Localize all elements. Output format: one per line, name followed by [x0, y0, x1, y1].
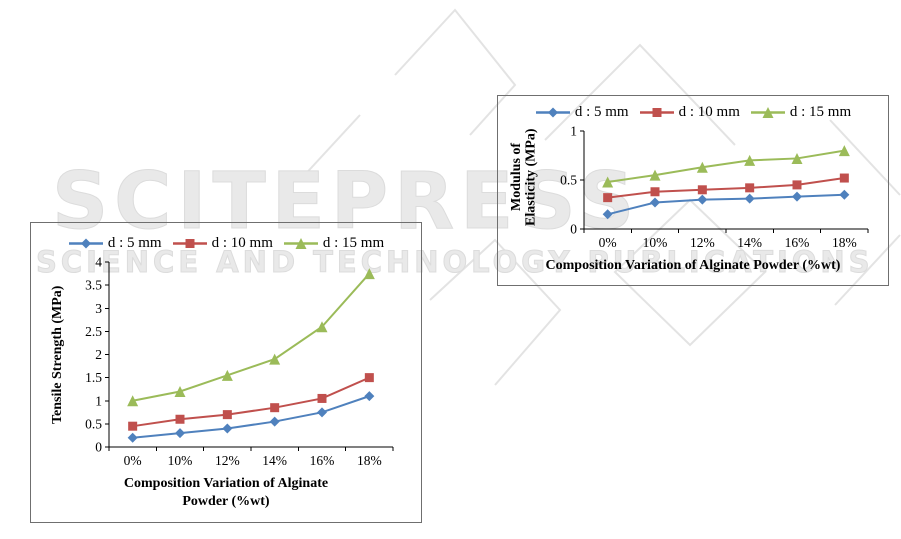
legend-marker — [68, 238, 103, 249]
legend-label: d : 5 mm — [107, 235, 162, 251]
svg-text:12%: 12% — [690, 235, 715, 250]
svg-text:1: 1 — [96, 393, 103, 408]
legend-label: d : 10 mm — [211, 235, 273, 251]
x-axis-title: Composition Variation of Alginate Powder… — [545, 258, 841, 273]
svg-text:0: 0 — [570, 222, 577, 237]
svg-text:2: 2 — [96, 347, 103, 362]
svg-text:16%: 16% — [784, 235, 809, 250]
svg-text:14%: 14% — [263, 453, 288, 468]
svg-text:18%: 18% — [357, 453, 382, 468]
watermark-title: SCITEPRESS — [52, 157, 640, 247]
svg-text:12%: 12% — [215, 453, 240, 468]
plot: 00.510% 10% 12% 14% 16% 18% — [560, 124, 869, 250]
svg-text:0.5: 0.5 — [560, 173, 577, 188]
legend-label: d : 15 mm — [789, 104, 852, 120]
legend-item: d : 5 mm — [68, 235, 162, 252]
legend-label: d : 15 mm — [322, 235, 385, 251]
chart-legend: d : 5 mm d : 10 mm d : 15 mm — [31, 235, 421, 252]
svg-text:16%: 16% — [310, 453, 335, 468]
legend-item: d : 15 mm — [283, 235, 384, 252]
legend-marker — [535, 107, 570, 118]
legend-item: d : 15 mm — [750, 104, 851, 121]
modulus-of-elasticity-chart: d : 5 mm d : 10 mm d : 15 mm Modulus of El… — [497, 95, 889, 286]
legend-marker — [283, 238, 318, 249]
watermark-subtitle: SCIENCE AND TECHNOLOGY PUBLICATIONS — [36, 245, 874, 279]
legend-marker — [172, 239, 207, 248]
y-axis-title: Tensile Strength (MPa) — [49, 285, 65, 424]
svg-text:2.5: 2.5 — [85, 324, 102, 339]
svg-text:1: 1 — [570, 124, 577, 139]
svg-text:0%: 0% — [124, 453, 142, 468]
svg-text:10%: 10% — [642, 235, 667, 250]
legend-marker — [639, 108, 674, 117]
svg-text:10%: 10% — [168, 453, 193, 468]
legend-marker — [750, 107, 785, 118]
tensile-strength-chart: d : 5 mm d : 10 mm d : 15 mm Tensile Stren… — [30, 222, 422, 523]
svg-text:0.5: 0.5 — [85, 416, 102, 431]
svg-text:18%: 18% — [832, 235, 857, 250]
legend-item: d : 5 mm — [535, 104, 629, 121]
svg-text:1.5: 1.5 — [85, 370, 102, 385]
watermark-graphics — [299, 8, 901, 386]
legend-label: d : 5 mm — [574, 104, 629, 120]
plot: 0 0.5 1 1.5 2 2.5 3 3.5 4 0% 10% 12% 14% 16% 18% — [85, 255, 394, 468]
y-axis-title: Modulus of Elasticity (MPa) — [509, 128, 539, 226]
svg-text:0%: 0% — [598, 235, 616, 250]
legend-item: d : 10 mm — [639, 104, 740, 121]
legend-label: d : 10 mm — [678, 104, 740, 120]
legend-item: d : 10 mm — [172, 235, 273, 252]
svg-text:4: 4 — [96, 255, 103, 270]
svg-text:3.5: 3.5 — [85, 278, 102, 293]
chart-legend: d : 5 mm d : 10 mm d : 15 mm — [498, 104, 888, 121]
svg-text:14%: 14% — [737, 235, 762, 250]
svg-text:3: 3 — [96, 301, 103, 316]
x-axis-title: Composition Variation of Alginate Powder… — [123, 476, 329, 509]
svg-text:0: 0 — [96, 440, 103, 455]
